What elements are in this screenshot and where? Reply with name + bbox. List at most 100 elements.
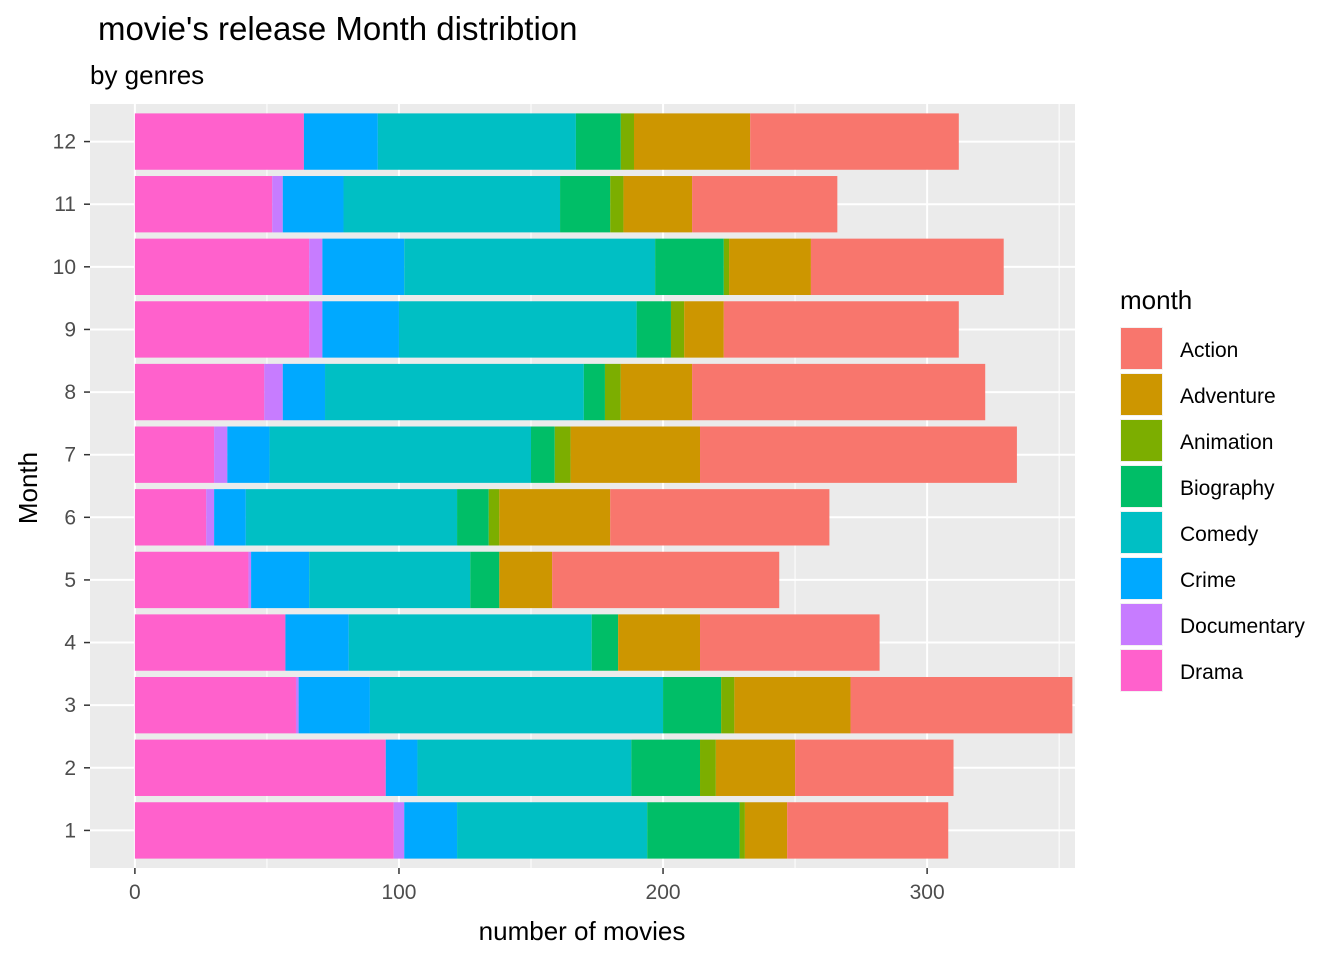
x-tick-label: 300 [910, 881, 945, 904]
bar-documentary-month-11 [272, 176, 283, 233]
bar-crime-month-6 [214, 489, 246, 546]
legend-swatch-documentary [1121, 604, 1162, 645]
legend-label-documentary: Documentary [1180, 615, 1305, 638]
x-axis: 0 100 200 300 [129, 868, 945, 904]
bar-drama-month-11 [134, 176, 273, 233]
legend-swatch-drama [1121, 650, 1162, 691]
bar-action-month-7 [700, 426, 1017, 483]
bar-action-month-11 [692, 176, 838, 233]
bar-adventure-month-7 [570, 426, 701, 483]
legend-swatch-crime [1121, 558, 1162, 599]
x-tick-label: 0 [129, 881, 141, 904]
bar-documentary-month-5 [248, 551, 252, 609]
legend-label-comedy: Comedy [1180, 523, 1259, 546]
bar-adventure-month-12 [633, 113, 751, 170]
bar-biography-month-6 [457, 489, 489, 546]
bar-comedy-month-8 [325, 363, 584, 421]
bar-comedy-month-9 [398, 301, 637, 358]
bar-documentary-month-1 [393, 802, 405, 859]
bar-adventure-month-1 [744, 802, 788, 859]
x-tick-label: 100 [381, 881, 416, 904]
bar-biography-month-5 [470, 551, 500, 609]
bar-biography-month-3 [663, 677, 722, 734]
bar-crime-month-10 [322, 238, 405, 295]
bar-crime-month-1 [404, 802, 458, 859]
bar-adventure-month-4 [618, 614, 701, 671]
bar-animation-month-10 [723, 238, 730, 295]
bar-comedy-month-1 [457, 802, 648, 859]
bar-action-month-1 [787, 802, 949, 859]
bar-action-month-2 [795, 739, 954, 796]
bar-drama-month-3 [134, 677, 296, 734]
bar-biography-month-10 [655, 238, 724, 295]
bar-biography-month-11 [560, 176, 611, 233]
bar-documentary-month-8 [264, 363, 283, 421]
bar-drama-month-4 [134, 614, 286, 671]
bar-crime-month-11 [282, 176, 344, 233]
legend-label-biography: Biography [1180, 477, 1275, 500]
bar-drama-month-10 [134, 238, 310, 295]
bar-comedy-month-3 [369, 677, 664, 734]
legend-swatch-biography [1121, 466, 1162, 507]
bar-biography-month-7 [531, 426, 555, 483]
legend: Action Adventure Animation Biography Comedy C… [1120, 327, 1305, 692]
bar-animation-month-2 [700, 739, 716, 796]
legend-swatch-comedy [1121, 512, 1162, 553]
legend-label-drama: Drama [1180, 661, 1243, 684]
bar-action-month-6 [610, 489, 830, 546]
x-axis-title: number of movies [479, 916, 686, 946]
bar-drama-month-7 [134, 426, 215, 483]
legend-swatch-adventure [1121, 374, 1162, 415]
bar-animation-month-9 [670, 301, 685, 358]
bar-crime-month-7 [227, 426, 270, 483]
bar-action-month-9 [723, 301, 959, 358]
bar-adventure-month-9 [684, 301, 724, 358]
bar-drama-month-9 [134, 301, 310, 358]
bar-drama-month-1 [134, 802, 394, 859]
bar-animation-month-11 [610, 176, 624, 233]
legend-label-animation: Animation [1180, 431, 1273, 454]
legend-label-action: Action [1180, 339, 1238, 362]
bar-action-month-12 [750, 113, 959, 170]
bar-drama-month-12 [134, 113, 304, 170]
chart-subtitle: by genres [90, 60, 204, 90]
bar-adventure-month-6 [499, 489, 611, 546]
bar-action-month-10 [810, 238, 1004, 295]
x-tick-label: 200 [646, 881, 681, 904]
bar-biography-month-12 [575, 113, 621, 170]
y-tick-label: 11 [54, 193, 76, 216]
bar-documentary-month-6 [206, 489, 215, 546]
bar-biography-month-9 [636, 301, 671, 358]
bar-animation-month-3 [721, 677, 735, 734]
bar-comedy-month-6 [245, 489, 458, 546]
bar-adventure-month-3 [734, 677, 851, 734]
bar-documentary-month-3 [295, 677, 299, 734]
bar-crime-month-9 [322, 301, 399, 358]
bar-comedy-month-2 [417, 739, 632, 796]
bar-comedy-month-12 [377, 113, 576, 170]
bar-animation-month-7 [554, 426, 571, 483]
bar-animation-month-8 [604, 363, 621, 421]
bar-crime-month-2 [385, 739, 418, 796]
bar-adventure-month-10 [729, 238, 811, 295]
bar-documentary-month-10 [309, 238, 323, 295]
bar-documentary-month-7 [214, 426, 228, 483]
bar-drama-month-6 [134, 489, 207, 546]
bar-drama-month-2 [134, 739, 386, 796]
bar-crime-month-12 [303, 113, 378, 170]
bar-action-month-4 [700, 614, 880, 671]
bar-crime-month-4 [285, 614, 349, 671]
y-tick-label: 1 [64, 819, 76, 842]
legend-swatch-action [1121, 328, 1162, 369]
bar-action-month-3 [850, 677, 1073, 734]
bar-documentary-month-9 [309, 301, 323, 358]
bar-comedy-month-5 [309, 551, 471, 609]
y-tick-label: 7 [64, 444, 76, 467]
y-axis-title: Month [13, 452, 43, 524]
bar-comedy-month-11 [343, 176, 561, 233]
bar-adventure-month-8 [620, 363, 693, 421]
y-tick-label: 10 [53, 256, 76, 279]
legend-label-adventure: Adventure [1180, 385, 1276, 408]
